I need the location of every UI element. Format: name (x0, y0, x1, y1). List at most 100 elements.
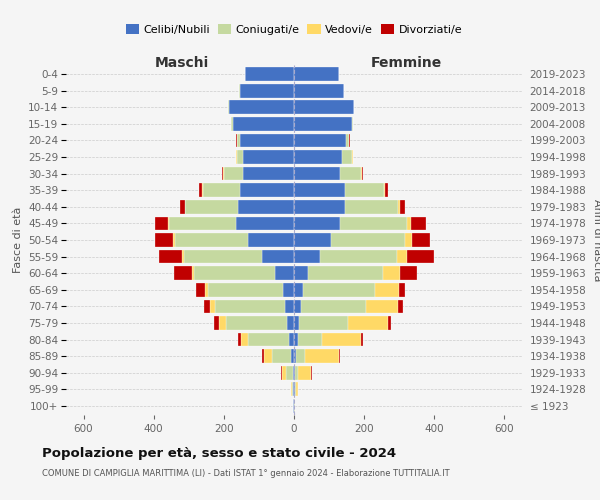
Bar (296, 382, 298, 396)
Bar (407, 216, 411, 230)
Bar (238, 200, 294, 213)
Bar (231, 117, 233, 130)
Text: Popolazione per età, sesso e stato civile - 2024: Popolazione per età, sesso e stato civil… (42, 448, 396, 460)
Bar (287, 316, 294, 330)
Bar (236, 216, 294, 230)
Bar (214, 316, 219, 330)
Bar (283, 283, 294, 296)
Bar (398, 283, 405, 296)
Bar (191, 266, 194, 280)
Bar (202, 184, 203, 197)
Bar (340, 216, 407, 230)
Bar (185, 200, 238, 213)
Bar (331, 233, 405, 247)
Bar (294, 68, 339, 81)
Y-axis label: Anni di nascita: Anni di nascita (592, 198, 600, 281)
Bar (292, 382, 293, 396)
Bar (294, 366, 295, 380)
Bar (262, 250, 294, 264)
Bar (229, 100, 294, 114)
Bar (239, 184, 294, 197)
Text: Maschi: Maschi (155, 56, 209, 70)
Bar (241, 332, 248, 346)
Bar (294, 250, 320, 264)
Bar (159, 250, 182, 264)
Bar (294, 150, 343, 164)
Bar (262, 350, 264, 363)
Bar (299, 316, 349, 330)
Bar (285, 300, 294, 313)
Bar (286, 366, 293, 380)
Y-axis label: Fasce di età: Fasce di età (13, 207, 23, 273)
Bar (400, 266, 417, 280)
Bar (294, 216, 340, 230)
Bar (345, 200, 398, 213)
Bar (237, 150, 243, 164)
Bar (215, 300, 285, 313)
Bar (308, 266, 383, 280)
Bar (243, 167, 294, 180)
Bar (294, 200, 345, 213)
Bar (175, 233, 248, 247)
Bar (208, 283, 283, 296)
Bar (384, 184, 385, 197)
Bar (385, 184, 388, 197)
Bar (293, 399, 294, 412)
Bar (298, 332, 322, 346)
Bar (345, 184, 384, 197)
Bar (407, 250, 434, 264)
Bar (210, 300, 215, 313)
Bar (184, 250, 262, 264)
Bar (169, 216, 236, 230)
Bar (303, 283, 374, 296)
Bar (295, 382, 296, 396)
Bar (353, 100, 355, 114)
Bar (322, 332, 361, 346)
Bar (397, 250, 407, 264)
Bar (155, 233, 173, 247)
Bar (294, 300, 301, 313)
Bar (340, 167, 361, 180)
Bar (243, 150, 294, 164)
Bar (239, 134, 294, 147)
Bar (405, 233, 412, 247)
Bar (294, 332, 298, 346)
Bar (194, 266, 275, 280)
Bar (237, 134, 239, 147)
Bar (366, 300, 398, 313)
Bar (388, 316, 391, 330)
Bar (352, 117, 353, 130)
Bar (289, 332, 294, 346)
Bar (298, 366, 311, 380)
Text: COMUNE DI CAMPIGLIA MARITTIMA (LI) - Dati ISTAT 1° gennaio 2024 - Elaborazione T: COMUNE DI CAMPIGLIA MARITTIMA (LI) - Dat… (42, 469, 449, 478)
Bar (203, 184, 239, 197)
Bar (199, 184, 202, 197)
Bar (282, 366, 286, 380)
Bar (294, 382, 295, 396)
Bar (296, 350, 305, 363)
Bar (294, 134, 346, 147)
Bar (239, 84, 294, 98)
Bar (294, 233, 331, 247)
Bar (362, 167, 363, 180)
Bar (264, 350, 272, 363)
Bar (293, 366, 294, 380)
Bar (295, 366, 298, 380)
Bar (294, 316, 299, 330)
Bar (361, 332, 363, 346)
Bar (301, 300, 366, 313)
Bar (181, 200, 185, 213)
Bar (400, 200, 405, 213)
Bar (383, 266, 400, 280)
Bar (205, 283, 208, 296)
Bar (248, 233, 294, 247)
Bar (224, 167, 243, 180)
Bar (182, 250, 184, 264)
Bar (294, 117, 352, 130)
Bar (173, 233, 175, 247)
Bar (245, 68, 294, 81)
Bar (219, 316, 226, 330)
Bar (294, 184, 345, 197)
Bar (398, 200, 400, 213)
Bar (174, 266, 191, 280)
